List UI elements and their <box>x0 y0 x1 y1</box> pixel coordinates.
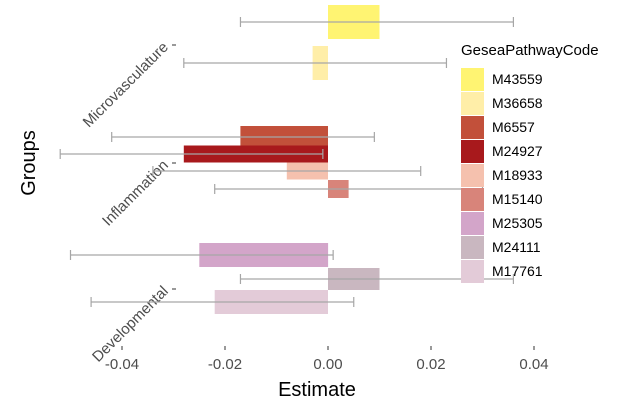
legend-title: GeseaPathwayCode <box>461 42 599 59</box>
errorbar-M6557 <box>111 132 375 142</box>
errorbars-layer <box>59 17 515 307</box>
errorbar-M25305 <box>69 250 334 260</box>
y-tick-label-developmental: Developmental <box>89 283 172 366</box>
legend-swatch-M24927 <box>461 140 484 163</box>
legend-label-M36658: M36658 <box>492 95 543 111</box>
errorbar-M18933 <box>152 166 422 176</box>
legend-label-M43559: M43559 <box>492 71 543 87</box>
x-tick-label: -0.04 <box>105 356 139 373</box>
y-tick-label-inflammation: Inflammation <box>99 157 172 230</box>
y-tick-label-microvasculature: Microvasculature <box>80 39 172 131</box>
legend-swatch-M43559 <box>461 68 484 91</box>
legend-swatch-M17761 <box>461 260 484 283</box>
errorbar-M17761 <box>90 297 355 307</box>
legend-label-M25305: M25305 <box>492 215 543 231</box>
legend-swatch-M36658 <box>461 92 484 115</box>
y-axis-ticks: Microvasculature Inflammation Developmenta… <box>80 39 176 366</box>
y-axis-title: Groups <box>18 130 40 196</box>
bars-layer <box>183 5 380 314</box>
x-tick-label: -0.02 <box>208 356 242 373</box>
legend-label-M18933: M18933 <box>492 167 543 183</box>
errorbar-M36658 <box>183 58 448 68</box>
x-axis-ticks: -0.04 -0.02 0.00 0.02 0.04 <box>105 346 549 373</box>
legend-swatch-M25305 <box>461 212 484 235</box>
x-tick-label: 0.04 <box>519 356 548 373</box>
x-tick-label: 0.00 <box>313 356 342 373</box>
legend-swatch-M24111 <box>461 236 484 259</box>
legend-label-M24927: M24927 <box>492 143 543 159</box>
errorbar-M43559 <box>239 17 515 27</box>
x-tick-label: 0.02 <box>416 356 445 373</box>
errorbar-M24927 <box>59 149 324 159</box>
legend-swatch-M15140 <box>461 188 484 211</box>
legend-label-M6557: M6557 <box>492 119 535 135</box>
legend-label-M17761: M17761 <box>492 263 543 279</box>
x-axis-title: Estimate <box>278 379 356 400</box>
legend-swatch-M18933 <box>461 164 484 187</box>
legend: GeseaPathwayCode M43559 M36658 M6557 M24927… <box>461 42 599 283</box>
legend-label-M24111: M24111 <box>492 239 541 255</box>
legend-label-M15140: M15140 <box>492 191 543 207</box>
legend-swatch-M6557 <box>461 116 484 139</box>
